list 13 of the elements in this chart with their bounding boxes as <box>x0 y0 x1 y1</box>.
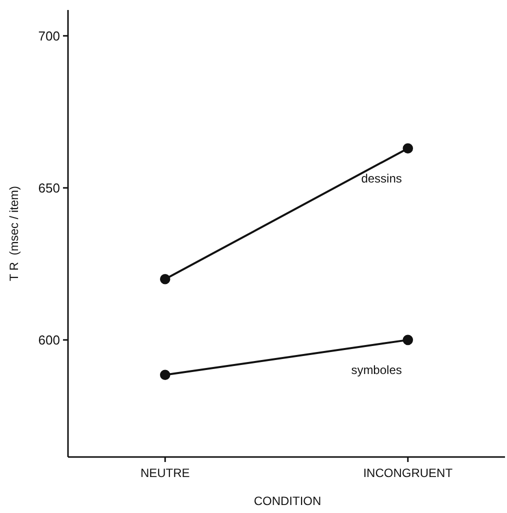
y-tick-label: 700 <box>38 28 60 44</box>
y-tick-label: 650 <box>38 180 60 196</box>
x-tick-label: INCONGRUENT <box>363 466 454 480</box>
point <box>402 334 414 346</box>
point <box>402 143 414 154</box>
point <box>160 370 170 380</box>
x-tick-label: NEUTRE <box>140 466 190 480</box>
point <box>160 274 170 284</box>
series-label: dessins <box>361 171 402 186</box>
x-axis-title: CONDITION <box>254 494 322 508</box>
series-label: symboles <box>351 362 402 377</box>
y-tick-label: 600 <box>38 332 60 348</box>
y-axis-title: T R (msec / item) <box>7 186 21 282</box>
